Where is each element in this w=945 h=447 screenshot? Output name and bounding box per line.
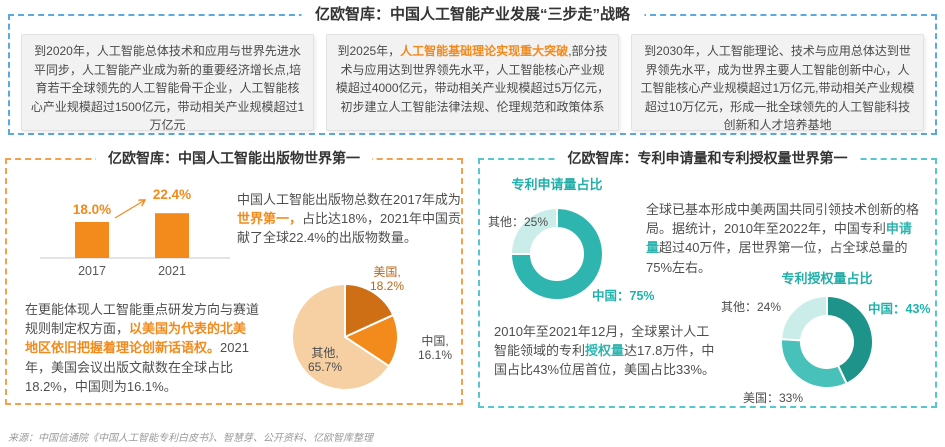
patent-applications-donut-title: 专利申请量占比 [511, 177, 603, 192]
text-segment: 到2020年，人工智能总体技术和应用与世界先进水平同步，人工智能产业成为新的重要… [30, 44, 305, 131]
text-segment: 授权量 [585, 343, 625, 359]
donut1-label-other: 其他：25% [488, 215, 549, 229]
strategy-card-2020: 到2020年，人工智能总体技术和应用与世界先进水平同步，人工智能产业成为新的重要… [21, 34, 314, 131]
strategy-section: 亿欧智库：中国人工智能产业发展“三步走”战略 到2020年，人工智能总体技术和应… [8, 3, 937, 135]
publications-pie-svg [291, 282, 399, 391]
publications-bar-svg: 18.0% 2017 22.4% 2021 [40, 187, 230, 278]
svg-text:22.4%: 22.4% [153, 187, 191, 202]
donut2-label-china: 中国：43% [868, 302, 931, 316]
pie-label-china-name: 中国, [421, 334, 449, 348]
publications-pie-slice-其他 [291, 282, 391, 391]
text-segment: 到2025年， [337, 44, 401, 58]
patent-applications-donut-slice-中国 [509, 206, 604, 301]
publications-bar-chart: 18.0% 2017 22.4% 2021 [35, 178, 235, 282]
text-segment: 世界第一， [237, 211, 303, 227]
patent-applications-donut-slice-其他 [509, 206, 558, 255]
pie-label-china: 中国, 16.1% [403, 334, 467, 363]
pie-label-us: 美国, 18.2% [355, 265, 419, 294]
pie-label-other-value: 65.7% [307, 360, 343, 375]
patent-grants-donut-slice-美国 [780, 338, 848, 389]
publications-section-title: 亿欧智库：中国人工智能出版物世界第一 [96, 148, 372, 168]
donut1-label-china: 中国：75% [592, 289, 655, 303]
strategy-card-2030: 到2030年，人工智能理论、技术与应用总体达到世界领先水平，成为世界主要人工智能… [631, 34, 924, 131]
publications-section: 亿欧智库：中国人工智能出版物世界第一 18.0% 2017 22.4% 2021 中国… [5, 148, 463, 405]
publications-paragraph-1: 中国人工智能出版物总数在2017年成为世界第一，占比达18%，2021年中国贡献… [237, 190, 461, 248]
text-segment: 人工智能基础理论实现重大突破 [400, 44, 569, 58]
patents-paragraph-1: 全球已基本形成中美两国共同引领技术创新的格局。据统计，2010年至2022年，中… [646, 200, 922, 277]
publications-pie-slice-美国 [344, 282, 395, 339]
text-segment: 2010年至2021年12月，全球累计人工智能领域的专利 [494, 324, 710, 359]
pie-label-other-name: 其他, [311, 346, 339, 360]
patents-section-title: 亿欧智库：专利申请量和专利授权量世界第一 [555, 148, 860, 168]
patent-applications-donut-svg [509, 206, 604, 301]
pie-label-us-name: 美国, [373, 265, 401, 279]
strategy-card-2025: 到2025年，人工智能基础理论实现重大突破,部分技术与应用达到世界领先水平，人工… [326, 34, 619, 131]
patent-applications-donut-chart [507, 204, 607, 304]
patents-paragraph-2: 2010年至2021年12月，全球累计人工智能领域的专利授权量达17.8万件，中… [494, 322, 722, 380]
text-segment: 在更能体现人工智能重点研发方向与赛道规则制定权方面， [25, 302, 260, 337]
patent-grants-donut-svg [780, 294, 874, 389]
page-title: 亿欧智库：中国人工智能产业发展“三步走”战略 [300, 3, 645, 24]
text-segment: 全球已基本形成中美两国共同引领技术创新的格局。据统计，2010年至2022年，中… [646, 202, 920, 237]
patent-grants-donut-slice-中国 [826, 294, 874, 385]
source-note: 来源：中国信通院《中国人工智能专利白皮书》、智慧芽、公开资料、亿欧智库整理 [8, 433, 373, 444]
text-segment: 到2030年，人工智能理论、技术与应用总体达到世界领先水平，成为世界主要人工智能… [640, 44, 915, 131]
text-segment: 达17.8万件，中国占比43%位居首位，美国占比33%。 [494, 343, 716, 378]
pie-label-china-value: 16.1% [417, 348, 453, 363]
pie-label-other: 其他, 65.7% [293, 346, 357, 375]
svg-text:18.0%: 18.0% [73, 202, 111, 217]
publications-pie-slice-中国 [342, 313, 399, 368]
publications-bar-bar-2021 [155, 213, 189, 258]
publications-pie-chart [287, 279, 403, 395]
patents-section: 亿欧智库：专利申请量和专利授权量世界第一 专利申请量占比 其他：25% 中国：7… [478, 148, 937, 408]
strategy-cards-row: 到2020年，人工智能总体技术和应用与世界先进水平同步，人工智能产业成为新的重要… [10, 16, 935, 133]
patent-grants-donut-slice-其他 [780, 294, 828, 342]
text-segment: 超过40万件，居世界第一位，占全球总量的75%左右。 [646, 240, 908, 275]
text-segment: 以美国为代表的北美地区依旧把握着理论创新话语权。 [25, 321, 247, 356]
text-segment: 2021年，美国会议出版文献数在全球占比18.2%，中国则为16.1%。 [25, 340, 249, 394]
publications-bar-bar-2017 [75, 222, 109, 258]
text-segment: 中国人工智能出版物总数在2017年成为 [237, 192, 461, 207]
donut2-label-us: 美国：33% [743, 391, 804, 405]
donut2-label-other: 其他：24% [721, 300, 782, 314]
publications-paragraph-2: 在更能体现人工智能重点研发方向与赛道规则制定权方面，以美国为代表的北美地区依旧把… [25, 300, 259, 396]
svg-text:2021: 2021 [158, 264, 186, 278]
patent-grants-donut-chart [777, 292, 877, 392]
pie-label-us-value: 18.2% [369, 279, 405, 294]
text-segment: 占比达18%，2021年中国贡献了全球22.4%的出版物数量。 [237, 211, 461, 246]
text-segment: 申请量 [646, 221, 912, 256]
patent-grants-donut-title: 专利授权量占比 [781, 271, 873, 286]
text-segment: ,部分技术与应用达到世界领先水平，人工智能核心产业规模超过4000亿元，带动相关… [335, 44, 610, 114]
svg-text:2017: 2017 [78, 264, 106, 278]
